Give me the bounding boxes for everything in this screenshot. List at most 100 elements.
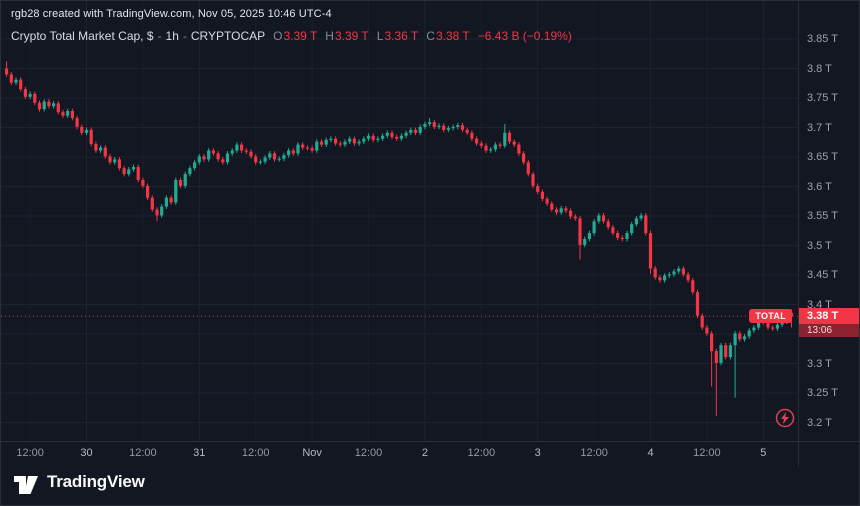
candle-up [456,125,460,127]
time-axis-label: 12:00 [129,447,157,459]
time-axis[interactable]: 12:00 30 12:00 31 12:00 Nov 12:00 2 12:00 3 12:00 4… [1,442,798,467]
axis-vertical-separator [798,1,799,467]
candle-down [691,280,695,293]
candle-down [70,110,74,119]
candle-up [296,144,300,154]
ohlc-low: L3.36 T [376,29,419,43]
price-axis-label: 3.25 T [807,387,838,399]
candle-down [352,138,356,144]
symbol-title[interactable]: Crypto Total Market Cap, $ [11,29,154,43]
price-label-source-tag: TOTAL [749,309,792,324]
candle-down [611,227,615,234]
candle-up [404,132,408,136]
candle-down [310,148,314,151]
candle-up [503,132,507,146]
candle-down [146,185,150,198]
candle-up [348,138,352,142]
candle-down [771,327,775,329]
snapshot-attribution: rgb28 created with TradingView.com, Nov … [11,8,332,20]
candle-up [193,162,197,169]
time-axis-label: 5 [760,447,767,459]
candle-down [23,89,27,97]
candle-up [329,138,333,140]
candle-down [432,122,436,127]
tradingview-logo[interactable]: TradingView [13,467,145,497]
candle-down [254,156,258,163]
candle-up [742,336,747,340]
candle-up [99,147,103,151]
candle-up [733,333,737,346]
candle-down [141,180,145,186]
candle-down [202,156,206,160]
candle-up [42,101,46,110]
candle-up [225,153,230,163]
candle-down [371,135,375,140]
price-axis-label: 3.4 T [807,298,832,311]
candle-down [766,322,770,328]
candle-down [338,143,342,145]
time-axis-label: 12:00 [16,447,44,459]
candle-down [319,141,324,145]
candle-down [305,147,309,149]
candle-down [507,132,512,142]
candle-down [686,274,690,281]
chart-legend[interactable]: Crypto Total Market Cap, $ -1h - CRYPTOCAP O… [11,29,572,43]
candle-down [37,102,42,110]
candle-up [84,129,89,133]
candle-up [66,110,70,116]
candle-up [376,138,380,140]
candle-down [301,144,305,148]
candle-down [89,129,93,145]
candle-up [263,157,267,162]
candle-down [681,268,685,275]
candle-up [230,150,234,154]
candle-up [131,167,136,170]
candle-down [244,150,248,152]
price-axis-label: 3.3 T [807,357,832,370]
candle-up [634,218,638,225]
candle-down [616,233,620,238]
candle-down [475,138,479,144]
candle-down [103,147,107,157]
candle-up [357,141,361,144]
candle-down [136,167,140,181]
exchange-label: CRYPTOCAP [190,29,266,43]
candle-up [418,126,422,133]
candle-down [413,129,418,133]
last-price-badge[interactable]: 3.38 T 13:06 [799,308,859,338]
legend-separator: - [182,29,187,43]
candle-down [19,79,23,90]
candle-down [700,315,704,328]
candle-down [484,145,488,151]
candle-down [601,215,606,222]
candle-down [47,101,51,107]
ohlc-high: H3.39 T [325,29,369,43]
candle-down [554,209,559,213]
candle-down [390,132,394,137]
lightning-icon [775,408,795,428]
candle-down [705,327,709,334]
price-axis-label: 3.2 T [807,416,832,429]
candle-down [512,141,516,145]
candle-down [710,333,714,352]
candle-up [437,125,441,127]
legend-separator: - [157,29,162,43]
candlestick-chart[interactable] [1,1,798,441]
candle-down [536,185,540,192]
candle-up [677,268,681,272]
tradingview-logo-text: TradingView [47,472,145,491]
candle-up [728,345,732,358]
interval-label[interactable]: 1h [165,29,179,43]
price-axis[interactable]: 3.38 T 13:06 3.85 T 3.8 T 3.75 T 3.7 T 3.65 … [799,1,859,441]
candle-down [216,153,220,160]
last-price-value: 3.38 T [799,308,859,325]
candle-up [667,274,671,276]
candle-down [272,153,277,160]
candle-down [249,151,253,157]
candle-down [569,210,573,217]
price-axis-label: 3.55 T [807,210,838,222]
candle-down [620,237,624,240]
candle-up [409,129,413,133]
candle-up [423,123,427,127]
